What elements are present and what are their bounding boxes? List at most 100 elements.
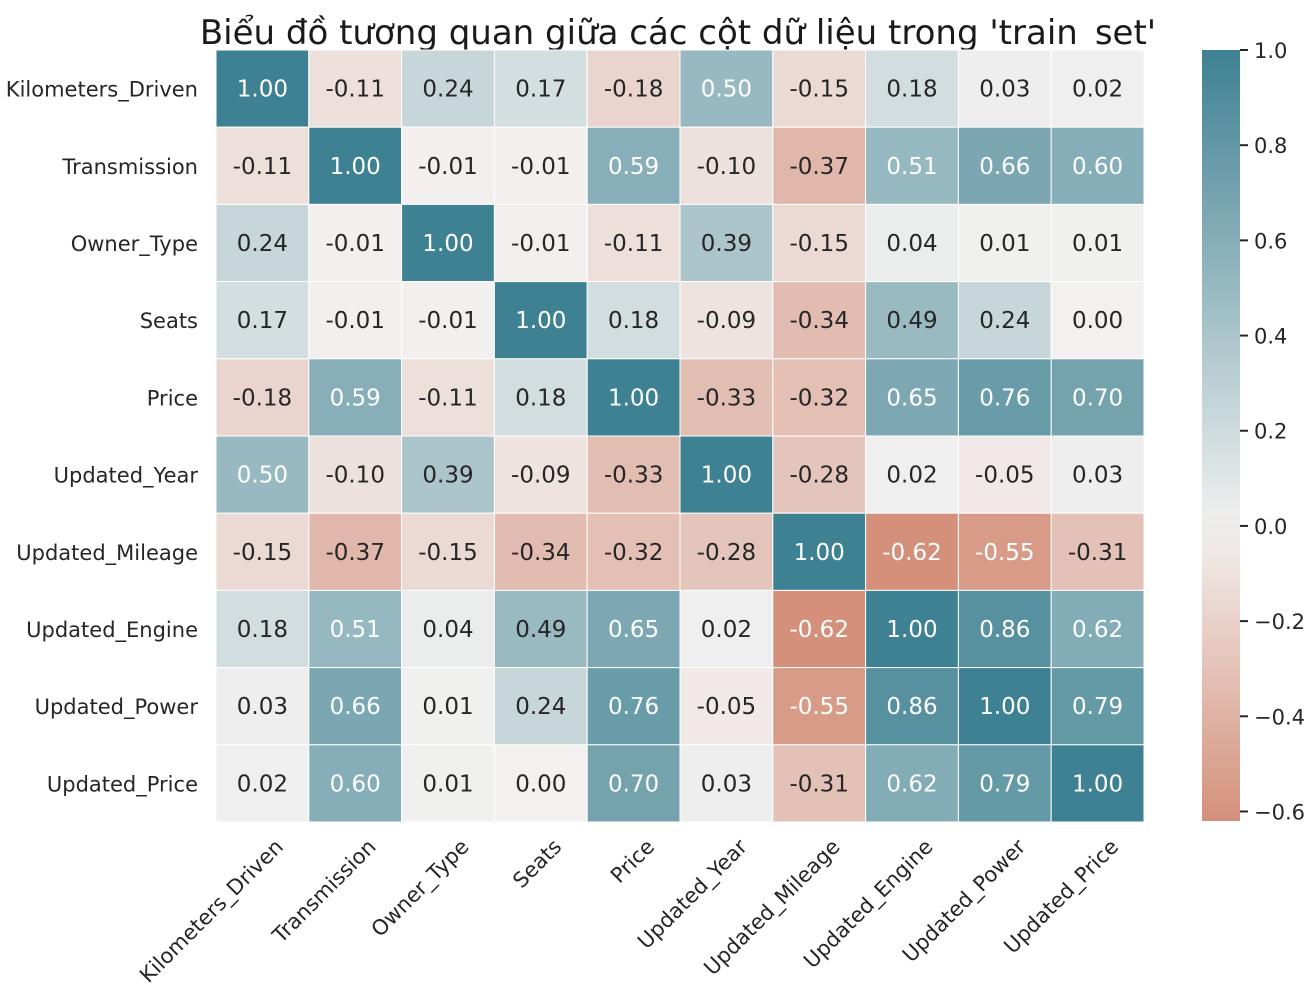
cell-value-label: 1.00 xyxy=(422,231,473,257)
cell-value-label: -0.15 xyxy=(789,77,849,103)
cell-value-label: 0.86 xyxy=(886,694,937,720)
heatmap-cell xyxy=(401,358,495,437)
heatmap-cell xyxy=(401,744,495,823)
cell-value-label: -0.01 xyxy=(418,308,478,334)
cell-value-label: 0.18 xyxy=(515,385,566,411)
row-tick-label: Price xyxy=(147,386,198,410)
heatmap-cell xyxy=(586,744,681,823)
row-tick-label: Updated_Year xyxy=(54,464,199,489)
cell-value-label: 0.02 xyxy=(1072,77,1123,103)
heatmap-cell xyxy=(679,49,774,128)
cell-value-label: 0.39 xyxy=(422,463,473,489)
heatmap-cell xyxy=(679,589,774,669)
cell-value-label: 0.03 xyxy=(1072,463,1123,489)
heatmap-cell xyxy=(308,126,403,205)
heatmap-cell xyxy=(772,126,867,205)
colorbar-tick-label: 0.0 xyxy=(1254,515,1287,539)
cell-value-label: 0.03 xyxy=(979,77,1030,103)
heatmap-cell xyxy=(679,435,774,514)
cell-value-label: 0.18 xyxy=(608,308,659,334)
heatmap-cell xyxy=(957,358,1052,437)
heatmap-cell xyxy=(679,512,774,591)
cell-value-label: 0.86 xyxy=(979,617,1030,643)
heatmap-cell xyxy=(586,435,681,514)
heatmap-cell xyxy=(493,512,588,591)
cell-value-label: 0.66 xyxy=(330,694,381,720)
cell-value-label: -0.55 xyxy=(975,540,1035,566)
cell-value-label: 1.00 xyxy=(794,540,845,566)
colorbar-tick-label: 0.4 xyxy=(1254,325,1287,349)
heatmap-cell xyxy=(772,667,867,746)
cell-value-label: -0.09 xyxy=(511,463,571,489)
heatmap-cell xyxy=(493,49,588,128)
cell-value-label: -0.34 xyxy=(789,308,849,334)
heatmap-cell xyxy=(957,435,1052,514)
row-tick-label: Owner_Type xyxy=(71,232,198,257)
cell-value-label: 0.01 xyxy=(1072,231,1123,257)
cell-value-label: 1.00 xyxy=(886,617,937,643)
column-tick-label: Kilometers_Driven xyxy=(135,835,289,989)
heatmap-cell xyxy=(493,589,588,669)
row-tick-label: Updated_Engine xyxy=(26,618,198,643)
cell-value-label: 1.00 xyxy=(701,463,752,489)
cell-value-label: 0.60 xyxy=(1072,154,1123,180)
cell-value-label: 0.17 xyxy=(515,77,566,103)
cell-value-label: 1.00 xyxy=(608,385,659,411)
cell-value-label: -0.28 xyxy=(789,463,849,489)
column-tick-label: Price xyxy=(606,835,659,888)
heatmap-cell xyxy=(772,589,867,669)
heatmap-cell xyxy=(865,126,959,205)
cell-value-label: -0.01 xyxy=(325,308,385,334)
cell-value-label: 0.01 xyxy=(422,771,473,797)
heatmap-cell xyxy=(1050,49,1145,128)
heatmap-cell xyxy=(865,281,959,360)
cell-value-label: 0.51 xyxy=(330,617,381,643)
heatmap-cell xyxy=(772,512,867,591)
heatmap-cell xyxy=(1050,281,1145,360)
heatmap-cell xyxy=(215,667,310,746)
colorbar-tick-label: 0.2 xyxy=(1254,420,1287,444)
cell-value-label: -0.01 xyxy=(511,154,571,180)
heatmap-cell xyxy=(679,281,774,360)
cell-value-label: 0.49 xyxy=(886,308,937,334)
column-tick-label: Seats xyxy=(508,835,566,893)
heatmap-cell xyxy=(772,358,867,437)
cell-value-label: -0.10 xyxy=(697,154,757,180)
row-tick-label: Updated_Power xyxy=(35,695,199,720)
cell-value-label: 0.24 xyxy=(515,694,566,720)
cell-value-label: 0.18 xyxy=(237,617,288,643)
cell-value-label: -0.62 xyxy=(882,540,942,566)
cell-value-label: 0.65 xyxy=(608,617,659,643)
row-tick-label: Kilometers_Driven xyxy=(6,78,198,103)
row-tick-label: Updated_Mileage xyxy=(16,541,198,566)
cell-value-label: 0.60 xyxy=(330,771,381,797)
heatmap-cell xyxy=(308,49,403,128)
colorbar-tick-label: 0.6 xyxy=(1254,229,1287,253)
cell-value-label: 1.00 xyxy=(330,154,381,180)
heatmap-cell xyxy=(1050,512,1145,591)
heatmap-cell xyxy=(401,667,495,746)
heatmap-cell xyxy=(1050,744,1145,823)
cell-value-label: 0.02 xyxy=(237,771,288,797)
cell-value-label: 0.79 xyxy=(1072,694,1123,720)
heatmap-cell xyxy=(215,744,310,823)
cell-value-label: 0.39 xyxy=(701,231,752,257)
heatmap-cell xyxy=(308,358,403,437)
heatmap-cell xyxy=(679,358,774,437)
heatmap-cell xyxy=(1050,589,1145,669)
column-tick-label: Owner_Type xyxy=(367,835,475,943)
cell-value-label: -0.15 xyxy=(233,540,293,566)
cell-value-label: -0.15 xyxy=(418,540,478,566)
heatmap-cell xyxy=(308,203,403,283)
cell-value-label: 0.76 xyxy=(979,385,1030,411)
cell-value-label: 0.59 xyxy=(608,154,659,180)
cell-value-label: -0.62 xyxy=(789,617,849,643)
cell-value-label: -0.34 xyxy=(511,540,571,566)
heatmap-cell xyxy=(586,358,681,437)
heatmap-cell xyxy=(865,203,959,283)
heatmap-cell xyxy=(586,203,681,283)
heatmap-cell xyxy=(401,49,495,128)
cell-value-label: -0.31 xyxy=(1068,540,1128,566)
cell-value-label: 0.24 xyxy=(979,308,1030,334)
